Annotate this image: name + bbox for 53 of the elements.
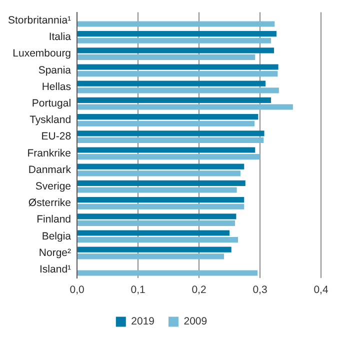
bar — [78, 220, 235, 226]
bar — [78, 204, 244, 210]
bar — [78, 164, 244, 170]
bar — [78, 254, 224, 260]
bar — [78, 230, 230, 236]
y-tick-label: Island¹ — [40, 263, 72, 276]
bar — [78, 270, 258, 276]
bar — [78, 180, 246, 186]
x-tick-label: 0,4 — [314, 284, 328, 296]
y-tick-label: Italia — [48, 31, 72, 44]
legend-label: 2019 — [131, 316, 155, 328]
bar — [78, 64, 278, 70]
bar — [78, 154, 260, 160]
bar — [78, 21, 275, 27]
x-tick-label: 0,3 — [252, 284, 268, 296]
y-tick-label: Storbritannia¹ — [8, 14, 72, 26]
bar — [78, 114, 258, 120]
y-tick-label: Belgia — [42, 230, 72, 242]
bar — [78, 80, 266, 86]
bar — [78, 246, 232, 252]
y-tick-label: Danmark — [28, 164, 72, 176]
bar — [78, 38, 271, 44]
bar — [78, 104, 293, 110]
y-tick-label: Tyskland — [30, 114, 72, 126]
bar — [78, 137, 264, 143]
x-tick-label: 0,1 — [130, 284, 146, 296]
bar — [78, 71, 278, 77]
y-tick-label: Hellas — [42, 80, 72, 93]
y-tick-label: Finland — [36, 214, 72, 226]
x-tick-label: 0,0 — [70, 284, 84, 296]
y-tick-label: EU-28 — [41, 130, 72, 143]
bar — [78, 130, 264, 136]
bar — [78, 54, 256, 60]
bar — [78, 187, 237, 193]
bar — [78, 31, 276, 37]
bar — [78, 214, 236, 220]
bar — [78, 48, 274, 54]
bar — [78, 197, 244, 203]
bar — [78, 120, 255, 126]
bar — [78, 170, 240, 176]
bar — [78, 237, 238, 243]
y-tick-label: Spania — [38, 64, 72, 76]
legend-label: 2009 — [184, 316, 208, 328]
y-tick-label: Norge² — [38, 246, 72, 259]
bar — [78, 147, 256, 153]
x-tick-label: 0,2 — [192, 284, 206, 296]
y-tick-label: Frankrike — [27, 147, 72, 160]
y-tick-label: Luxembourg — [12, 48, 72, 60]
bar — [78, 88, 279, 94]
y-tick-label: Østerrike — [28, 197, 72, 210]
y-tick-label: Sverige — [35, 180, 72, 192]
y-tick-label: Portugal — [32, 97, 72, 110]
bar — [78, 97, 271, 103]
